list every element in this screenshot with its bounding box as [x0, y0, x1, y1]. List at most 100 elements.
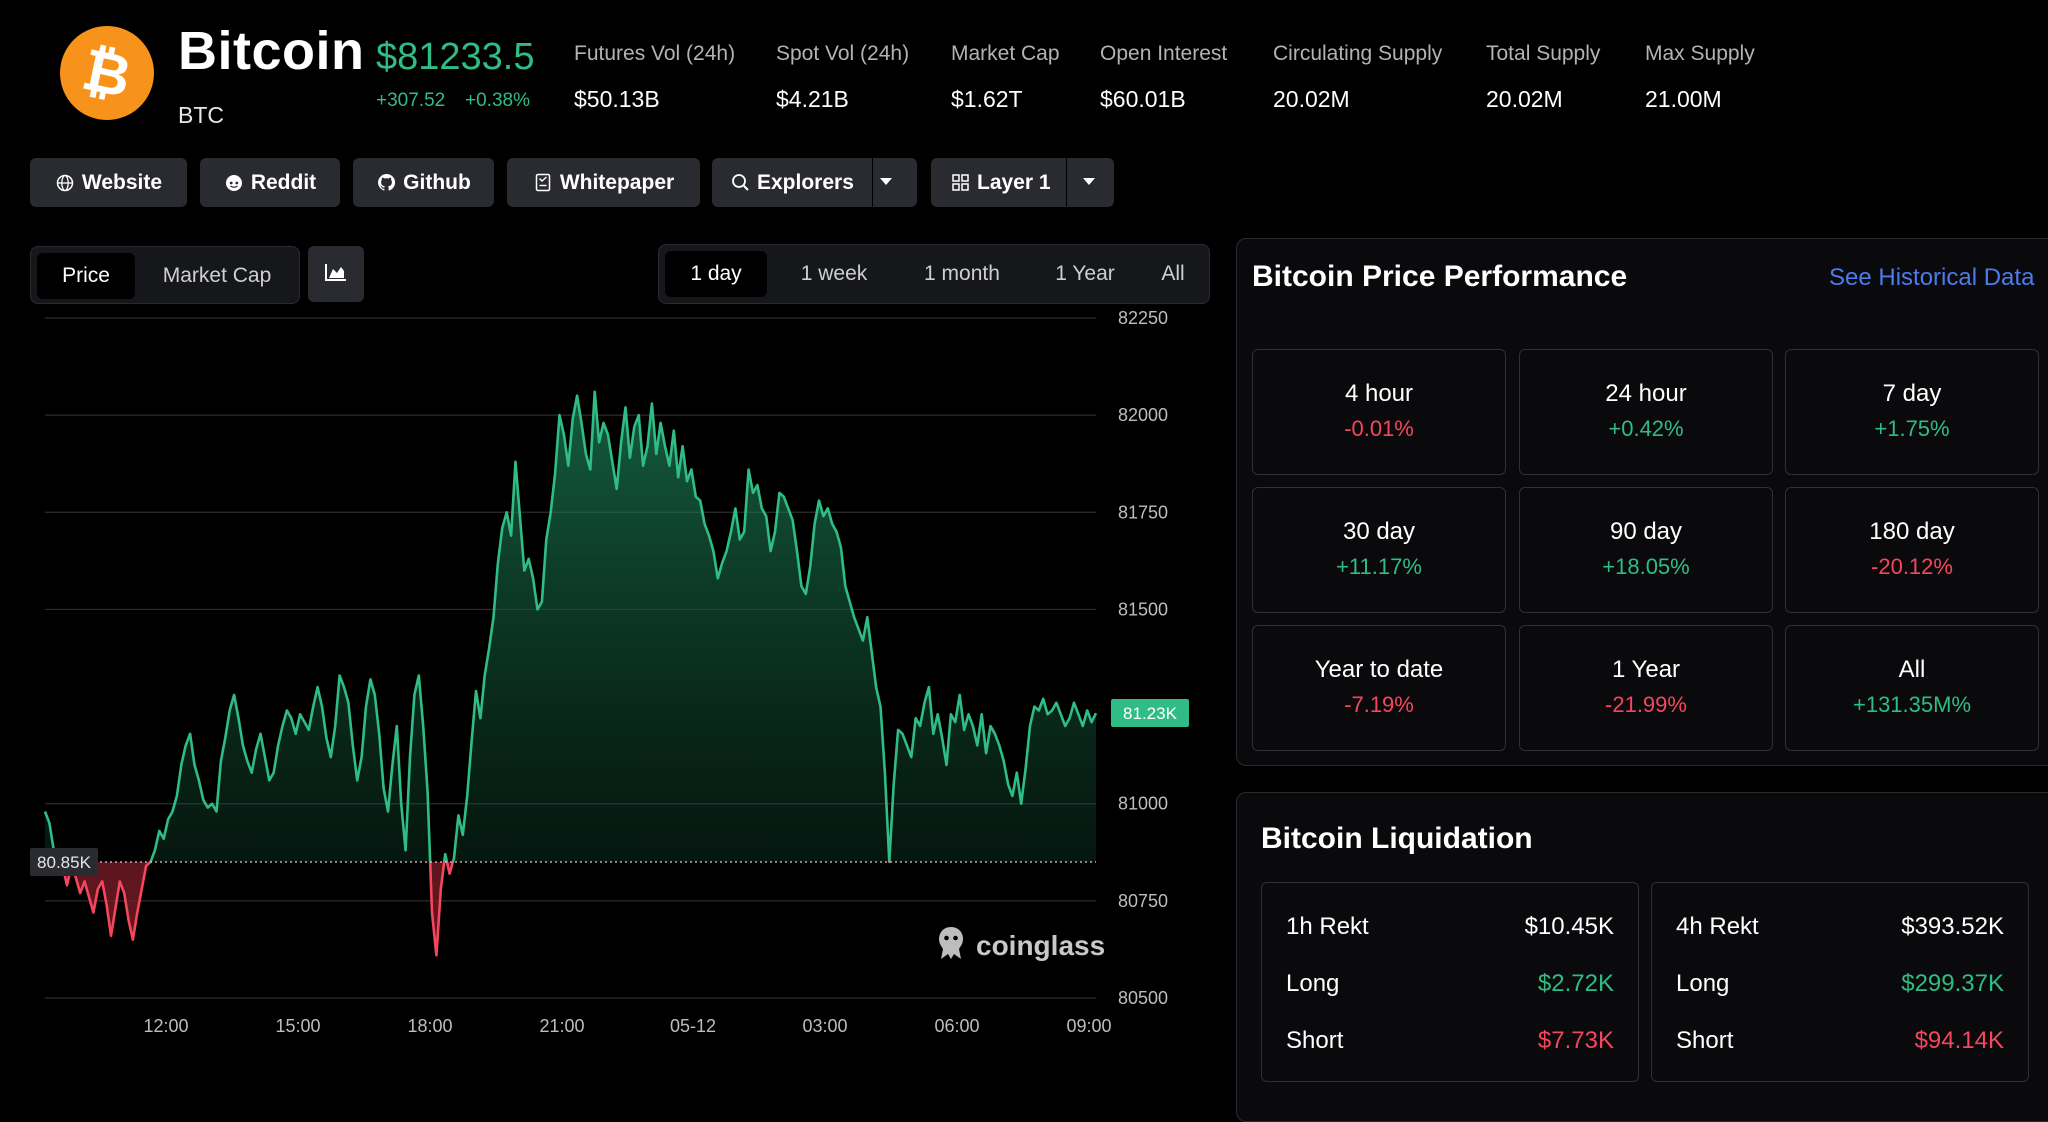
reddit-icon — [224, 173, 244, 193]
perf-value: +1.75% — [1874, 416, 1950, 441]
perf-value: -21.99% — [1605, 692, 1687, 717]
perf-label: 4 hour — [1344, 380, 1414, 407]
liq-1h-long: $2.72K — [1537, 970, 1614, 997]
stat-label-max-supply: Max Supply — [1645, 42, 1755, 65]
stat-value-circulating-supply: 20.02M — [1273, 86, 1350, 112]
chart-type-toggle: Price Market Cap — [30, 246, 300, 304]
perf-label: 24 hour — [1605, 380, 1687, 407]
explorers-button[interactable]: Explorers — [712, 158, 917, 207]
tab-market-cap[interactable]: Market Cap — [162, 264, 272, 287]
watermark-text: coinglass — [976, 929, 1106, 961]
x-tick-label: 12:00 — [143, 1016, 188, 1036]
github-button[interactable]: Github — [353, 158, 494, 207]
baseline-label-bg — [30, 848, 98, 876]
perf-value: +0.42% — [1608, 416, 1684, 441]
x-tick-label: 18:00 — [407, 1016, 452, 1036]
liquidation-panel — [1236, 792, 2048, 1122]
liquidation-card-1h: 1h Rekt $10.45K Long $2.72K Short $7.73K — [1261, 882, 1639, 1082]
explorers-dropdown-icon[interactable] — [880, 178, 892, 185]
perf-label: 1 Year — [1611, 656, 1681, 683]
perf-cell-4-hour: 4 hour -0.01% — [1252, 349, 1506, 475]
perf-label: 180 day — [1869, 518, 1955, 545]
see-historical-data-link[interactable]: See Historical Data — [1829, 264, 2035, 291]
current-price-tag: 81.23K — [1123, 704, 1178, 723]
stat-label-circulating-supply: Circulating Supply — [1273, 42, 1443, 65]
stat-value-spot-vol: $4.21B — [776, 86, 849, 112]
x-tick-label: 03:00 — [802, 1016, 847, 1036]
stat-label-spot-vol: Spot Vol (24h) — [776, 42, 910, 65]
tab-price[interactable]: Price — [37, 253, 135, 299]
liq-4h-short: $94.14K — [1914, 1027, 2004, 1054]
perf-cell-90-day: 90 day +18.05% — [1519, 487, 1773, 613]
perf-cell-1-year: 1 Year -21.99% — [1519, 625, 1773, 751]
liquidation-title: Bitcoin Liquidation — [1261, 822, 1533, 855]
perf-cell-24-hour: 24 hour +0.42% — [1519, 349, 1773, 475]
y-tick-label: 80750 — [1118, 891, 1168, 911]
document-icon — [533, 173, 553, 193]
range-1-month[interactable]: 1 month — [924, 262, 1000, 285]
perf-label: 90 day — [1609, 518, 1683, 545]
performance-title: Bitcoin Price Performance — [1252, 260, 1628, 293]
grid-icon — [950, 173, 970, 193]
coin-symbol: BTC — [178, 102, 224, 128]
stat-value-total-supply: 20.02M — [1486, 86, 1563, 112]
x-tick-label: 15:00 — [275, 1016, 320, 1036]
bitcoin-logo-glyph: ₿ — [77, 36, 137, 110]
liq-4h-label: 4h Rekt — [1676, 913, 1759, 940]
stat-label-total-supply: Total Supply — [1486, 42, 1601, 65]
perf-label: All — [1898, 656, 1926, 683]
range-1-day[interactable]: 1 day — [665, 251, 767, 297]
liq-4h-total: $393.52K — [1901, 913, 2004, 940]
range-all[interactable]: All — [1161, 262, 1185, 285]
stat-value-max-supply: 21.00M — [1645, 86, 1722, 112]
perf-value: -0.01% — [1344, 416, 1414, 441]
y-tick-label: 82000 — [1118, 405, 1168, 425]
perf-label: 7 day — [1882, 380, 1942, 407]
price-area-up — [45, 391, 1096, 862]
perf-value: +18.05% — [1602, 554, 1690, 579]
time-range-toggle: 1 day 1 week 1 month 1 Year All — [658, 244, 1210, 304]
perf-cell-7-day: 7 day +1.75% — [1785, 349, 2039, 475]
x-tick-label: 09:00 — [1066, 1016, 1111, 1036]
stat-value-futures-vol: $50.13B — [574, 86, 660, 112]
layer1-dropdown-icon[interactable] — [1083, 178, 1095, 185]
liquidation-card-4h: 4h Rekt $393.52K Long $299.37K Short $94.14… — [1651, 882, 2029, 1082]
current-price: $81233.5 — [376, 36, 535, 78]
liq-4h-long: $299.37K — [1901, 970, 2004, 997]
current-price-tag-bg — [1111, 698, 1189, 727]
website-label: Website — [81, 170, 163, 194]
perf-cell-all: All +131.35M% — [1785, 625, 2039, 751]
whitepaper-label: Whitepaper — [559, 170, 675, 194]
liq-1h-label: 1h Rekt — [1286, 913, 1369, 940]
liq-4h-long-label: Long — [1676, 970, 1730, 997]
range-1-year[interactable]: 1 Year — [1055, 262, 1115, 285]
stat-label-open-interest: Open Interest — [1100, 42, 1228, 65]
liq-4h-short-label: Short — [1676, 1027, 1734, 1054]
perf-cell-year-to-date: Year to date -7.19% — [1252, 625, 1506, 751]
liq-1h-long-label: Long — [1286, 970, 1340, 997]
perf-label: 30 day — [1342, 518, 1416, 545]
github-icon — [376, 173, 396, 193]
stat-label-futures-vol: Futures Vol (24h) — [574, 42, 736, 65]
y-tick-label: 81750 — [1118, 502, 1168, 522]
y-tick-label: 82250 — [1118, 308, 1168, 328]
chart-style-button[interactable] — [308, 246, 364, 302]
perf-value: -7.19% — [1344, 692, 1414, 717]
perf-cell-180-day: 180 day -20.12% — [1785, 487, 2039, 613]
perf-value: +11.17% — [1336, 554, 1422, 579]
explorers-divider — [872, 158, 873, 207]
layer1-divider — [1066, 158, 1067, 207]
bitcoin-logo: ₿ — [60, 26, 154, 120]
stat-value-open-interest: $60.01B — [1100, 86, 1186, 112]
reddit-button[interactable]: Reddit — [200, 158, 340, 207]
range-1-week[interactable]: 1 week — [800, 262, 868, 285]
explorers-label: Explorers — [757, 170, 854, 194]
price-chart[interactable]: 82250 82000 81750 81500 81000 80750 80500 12:00… — [0, 300, 1215, 1080]
whitepaper-button[interactable]: Whitepaper — [507, 158, 700, 207]
y-tick-label: 81000 — [1118, 794, 1168, 814]
layer1-button[interactable]: Layer 1 — [931, 158, 1114, 207]
website-button[interactable]: Website — [30, 158, 187, 207]
github-label: Github — [403, 170, 471, 194]
x-tick-label: 05-12 — [670, 1016, 716, 1036]
area-chart-icon — [324, 262, 348, 287]
